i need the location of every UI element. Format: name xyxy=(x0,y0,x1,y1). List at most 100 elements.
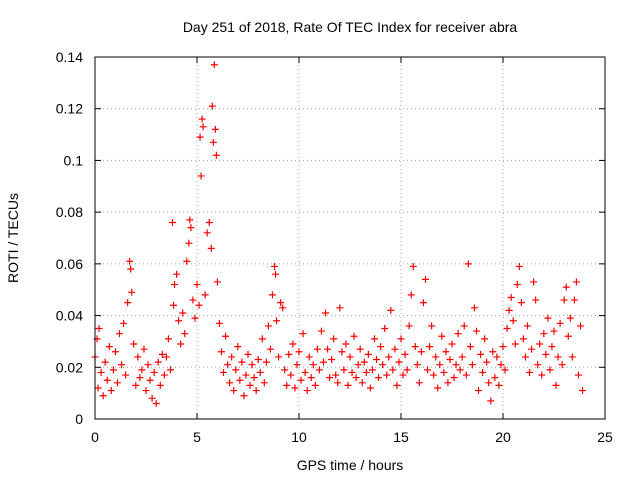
data-point xyxy=(301,368,309,376)
data-point xyxy=(548,343,556,351)
data-point xyxy=(546,366,554,374)
data-point xyxy=(183,257,191,265)
data-point xyxy=(562,283,570,291)
data-point xyxy=(470,304,478,312)
data-point xyxy=(415,379,423,387)
data-point xyxy=(464,260,472,268)
data-point xyxy=(210,61,218,69)
data-point xyxy=(513,281,521,289)
plot-frame xyxy=(94,56,606,420)
data-point xyxy=(295,348,303,356)
y-tick-label: 0.02 xyxy=(56,359,83,375)
data-point xyxy=(207,244,215,252)
data-point xyxy=(236,376,244,384)
data-point xyxy=(340,366,348,374)
data-point xyxy=(383,371,391,379)
data-point xyxy=(497,361,505,369)
data-point xyxy=(523,322,531,330)
data-point xyxy=(448,340,456,348)
x-tick-labels: 0 5 10 15 20 25 xyxy=(91,429,613,445)
data-point xyxy=(564,332,572,340)
data-point xyxy=(211,125,219,133)
data-point xyxy=(379,361,387,369)
data-point xyxy=(258,335,266,343)
data-point xyxy=(332,371,340,379)
data-point xyxy=(273,317,281,325)
data-point xyxy=(572,278,580,286)
data-point xyxy=(305,353,313,361)
data-point xyxy=(487,397,495,405)
data-point xyxy=(250,374,258,382)
data-point xyxy=(326,374,334,382)
data-point xyxy=(166,366,174,374)
data-point xyxy=(268,291,276,299)
y-tick-label: 0.12 xyxy=(56,101,83,117)
data-point xyxy=(389,366,397,374)
data-point xyxy=(354,361,362,369)
data-point xyxy=(495,381,503,389)
data-point xyxy=(154,358,162,366)
data-point xyxy=(311,381,319,389)
data-point xyxy=(485,379,493,387)
data-point xyxy=(574,371,582,379)
data-point xyxy=(430,371,438,379)
data-point xyxy=(140,345,148,353)
data-point xyxy=(148,394,156,402)
data-point xyxy=(434,384,442,392)
data-point xyxy=(483,358,491,366)
data-point xyxy=(550,327,558,335)
data-point xyxy=(472,327,480,335)
data-point xyxy=(272,270,280,278)
data-point xyxy=(127,265,135,273)
data-point xyxy=(544,314,552,322)
data-point xyxy=(181,330,189,338)
data-point xyxy=(517,299,525,307)
data-point xyxy=(191,314,199,322)
data-point xyxy=(466,343,474,351)
data-point xyxy=(446,356,454,364)
data-point xyxy=(208,102,216,110)
data-point xyxy=(144,361,152,369)
data-point xyxy=(289,340,297,348)
data-point xyxy=(368,366,376,374)
data-point xyxy=(162,353,170,361)
data-point xyxy=(130,340,138,348)
data-point xyxy=(232,366,240,374)
data-point xyxy=(152,399,160,407)
data-point xyxy=(171,281,179,289)
data-point xyxy=(105,343,113,351)
data-point xyxy=(179,309,187,317)
data-point xyxy=(491,374,499,382)
data-point xyxy=(281,366,289,374)
y-tick-label: 0.08 xyxy=(56,204,83,220)
data-point xyxy=(293,361,301,369)
data-point xyxy=(260,379,268,387)
data-point xyxy=(205,218,213,226)
data-point xyxy=(150,368,158,376)
data-point xyxy=(397,335,405,343)
data-point xyxy=(220,368,228,376)
axis-ticks xyxy=(94,56,606,420)
data-point xyxy=(169,218,177,226)
data-point xyxy=(285,350,293,358)
data-point xyxy=(370,335,378,343)
data-point xyxy=(226,379,234,387)
data-point xyxy=(175,317,183,325)
data-point xyxy=(142,387,150,395)
data-point xyxy=(115,330,123,338)
data-point xyxy=(428,322,436,330)
y-tick-label: 0.1 xyxy=(64,152,84,168)
data-point xyxy=(97,368,105,376)
data-point xyxy=(187,224,195,232)
data-point xyxy=(186,216,194,224)
data-point xyxy=(577,322,585,330)
grid-lines xyxy=(95,57,605,419)
data-point xyxy=(424,366,432,374)
y-tick-label: 0 xyxy=(75,411,83,427)
data-point xyxy=(101,358,109,366)
y-tick-label: 0.14 xyxy=(56,49,83,65)
data-point xyxy=(566,314,574,322)
data-point xyxy=(198,115,206,123)
data-point xyxy=(309,361,317,369)
data-point xyxy=(503,325,511,332)
